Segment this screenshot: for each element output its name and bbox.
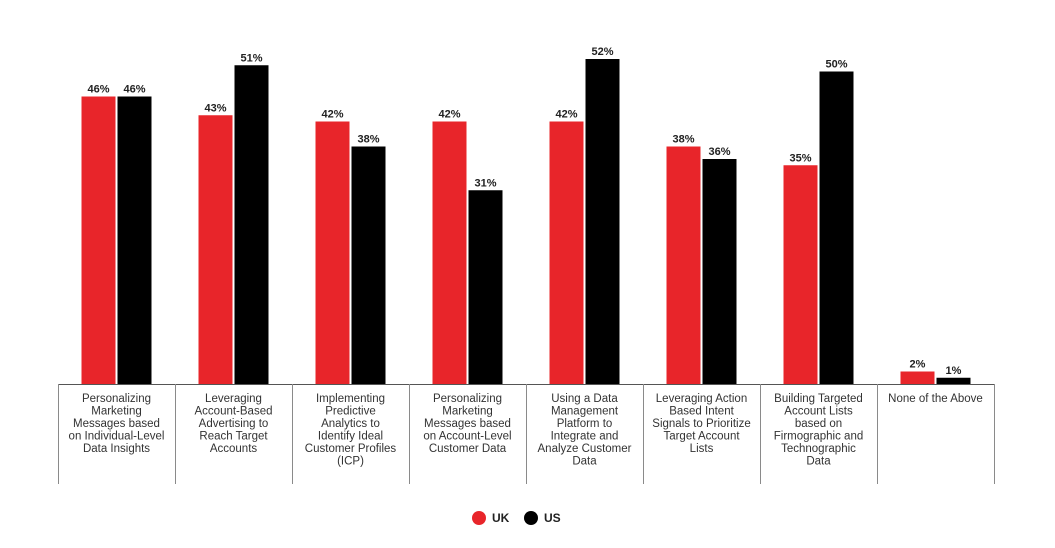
- value-label-uk-1: 46%: [87, 84, 109, 96]
- category-label-line: Reach Target: [199, 431, 268, 443]
- value-label-uk-3: 42%: [321, 109, 343, 121]
- bar-us-5: [585, 59, 620, 384]
- x-axis: [58, 384, 995, 484]
- value-label-us-7: 50%: [825, 59, 847, 71]
- category-label-line: Customer Data: [429, 443, 507, 455]
- category-label-line: Personalizing: [433, 393, 502, 405]
- value-label-us-8: 1%: [946, 365, 962, 377]
- category-label-line: Data Insights: [83, 443, 150, 455]
- category-label-2: Leveraging Account-Based Advertising to Rea…: [195, 393, 273, 455]
- category-label-line: (ICP): [337, 456, 364, 468]
- value-label-us-3: 38%: [357, 134, 379, 146]
- bar-us-3: [351, 146, 386, 384]
- category-label-line: Using a Data: [551, 393, 618, 405]
- bar-us-8: [936, 377, 971, 384]
- category-label-line: based on: [795, 418, 842, 430]
- category-label-3: Implementing Predictive Analytics to Identi…: [305, 393, 397, 468]
- category-label-line: Advertising to: [199, 418, 269, 430]
- category-label-line: Lists: [690, 443, 714, 455]
- value-label-uk-7: 35%: [789, 152, 811, 164]
- category-label-line: Firmographic and: [774, 431, 863, 443]
- category-label-line: on Individual-Level: [69, 431, 165, 443]
- category-label-line: Identify Ideal: [318, 431, 383, 443]
- category-label-line: Leveraging Action: [656, 393, 747, 405]
- value-label-us-2: 51%: [240, 52, 262, 64]
- category-label-line: None of the Above: [888, 393, 983, 405]
- category-label-line: Based Intent: [669, 406, 734, 418]
- category-label-line: Implementing: [316, 393, 385, 405]
- legend-swatch-us: [524, 511, 538, 525]
- category-label-line: on Account-Level: [423, 431, 511, 443]
- legend-label-us: US: [544, 511, 561, 525]
- value-label-us-4: 31%: [474, 177, 496, 189]
- bar-us-7: [819, 71, 854, 384]
- category-label-4: Personalizing Marketing Messages based on A…: [423, 393, 511, 455]
- category-label-line: Marketing: [442, 406, 493, 418]
- category-label-line: Messages based: [73, 418, 160, 430]
- bar-uk-7: [783, 165, 818, 384]
- bar-us-1: [117, 96, 152, 384]
- category-label-line: Integrate and: [551, 431, 619, 443]
- value-labels-group: 46% 46% 43% 51% 42% 38% 42% 31% 42% 52% 38% 36% 35% 5…: [87, 46, 961, 377]
- bar-uk-2: [198, 115, 233, 384]
- category-label-line: Predictive: [325, 406, 376, 418]
- legend-swatch-uk: [472, 511, 486, 525]
- bar-uk-5: [549, 121, 584, 384]
- category-label-line: Personalizing: [82, 393, 151, 405]
- category-label-1: Personalizing Marketing Messages based on I…: [69, 393, 165, 455]
- bar-us-6: [702, 159, 737, 384]
- category-label-line: Platform to: [557, 418, 613, 430]
- category-label-line: Messages based: [424, 418, 511, 430]
- legend-label-uk: UK: [492, 511, 510, 525]
- category-label-line: Target Account: [663, 431, 740, 443]
- category-label-5: Using a Data Management Platform to Integra…: [538, 393, 632, 468]
- category-label-line: Accounts: [210, 443, 258, 455]
- value-label-uk-8: 2%: [910, 359, 926, 371]
- value-label-uk-5: 42%: [555, 109, 577, 121]
- category-label-6: Leveraging Action Based Intent Signals to …: [652, 393, 750, 455]
- value-label-us-5: 52%: [591, 46, 613, 58]
- bar-uk-4: [432, 121, 467, 384]
- category-label-7: Building Targeted Account Lists based on Fi…: [774, 393, 863, 468]
- category-label-line: Data: [572, 456, 597, 468]
- category-label-8: None of the Above: [888, 393, 983, 405]
- bar-uk-3: [315, 121, 350, 384]
- category-label-line: Analytics to: [321, 418, 380, 430]
- value-label-uk-6: 38%: [672, 134, 694, 146]
- category-label-line: Technographic: [781, 443, 856, 455]
- value-label-us-6: 36%: [708, 146, 730, 158]
- bar-us-4: [468, 190, 503, 384]
- bars-group: [81, 59, 971, 384]
- bar-us-2: [234, 65, 269, 384]
- category-label-line: Data: [806, 456, 831, 468]
- value-label-uk-2: 43%: [204, 102, 226, 114]
- category-label-line: Account-Based: [195, 406, 273, 418]
- legend: UK US: [472, 511, 561, 525]
- value-label-us-1: 46%: [123, 84, 145, 96]
- category-label-line: Customer Profiles: [305, 443, 397, 455]
- value-label-uk-4: 42%: [438, 109, 460, 121]
- category-label-line: Account Lists: [784, 406, 853, 418]
- bar-uk-8: [900, 371, 935, 384]
- category-label-line: Management: [551, 406, 619, 418]
- category-label-line: Building Targeted: [774, 393, 863, 405]
- bar-uk-1: [81, 96, 116, 384]
- category-labels-group: Personalizing Marketing Messages based on I…: [69, 393, 983, 468]
- category-label-line: Leveraging: [205, 393, 262, 405]
- category-label-line: Analyze Customer: [538, 443, 632, 455]
- category-label-line: Signals to Prioritize: [652, 418, 750, 430]
- category-label-line: Marketing: [91, 406, 142, 418]
- bar-uk-6: [666, 146, 701, 384]
